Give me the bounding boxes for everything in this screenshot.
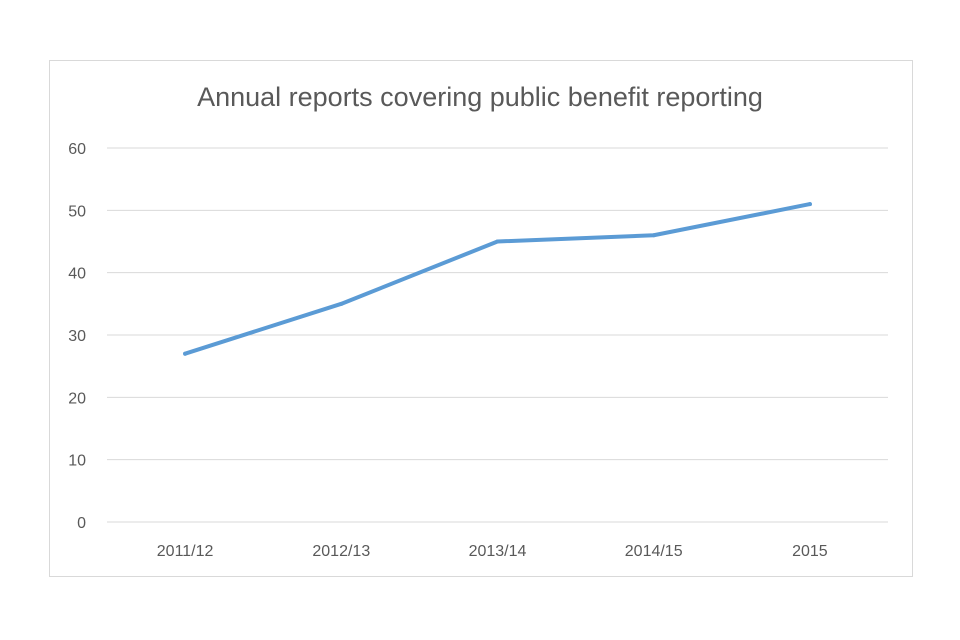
y-tick-label: 30 (68, 328, 86, 345)
data-point (339, 301, 344, 306)
y-tick-label: 40 (68, 266, 86, 283)
y-tick-label: 20 (68, 390, 86, 407)
x-tick-label: 2014/15 (625, 543, 683, 560)
series-line (183, 202, 812, 356)
x-tick-label: 2013/14 (469, 543, 527, 560)
x-tick-label: 2011/12 (157, 543, 214, 560)
y-tick-label: 50 (68, 203, 86, 220)
data-point (651, 233, 656, 238)
x-tick-label: 2015 (792, 543, 828, 560)
chart-title: Annual reports covering public benefit r… (197, 82, 763, 112)
y-tick-label: 10 (68, 453, 86, 470)
chart-frame (49, 60, 913, 577)
data-point (495, 239, 500, 244)
x-tick-label: 2012/13 (312, 543, 370, 560)
y-tick-label: 60 (68, 141, 86, 158)
data-point (807, 202, 812, 207)
y-tick-label: 0 (77, 515, 86, 532)
data-point (183, 351, 188, 356)
